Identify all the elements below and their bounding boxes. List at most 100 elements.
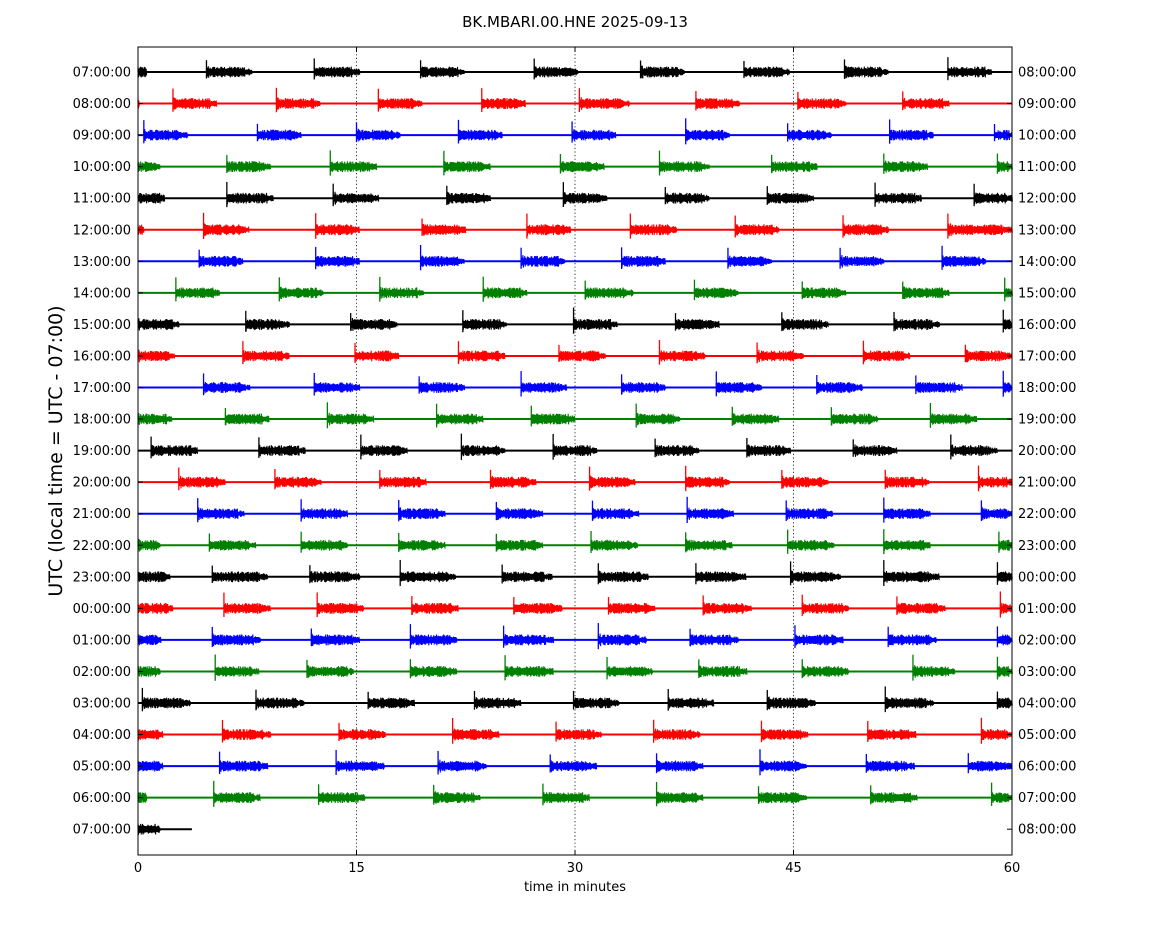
- trace-burst: [558, 350, 606, 362]
- left-tick-label: 00:00:00: [73, 602, 131, 617]
- trace-burst: [766, 192, 815, 204]
- trace-burst: [874, 192, 922, 204]
- trace-burst: [993, 129, 1013, 141]
- trace-burst: [205, 66, 253, 78]
- trace-burst: [437, 759, 487, 773]
- left-tick-label: 21:00:00: [73, 507, 131, 522]
- trace-burst: [533, 66, 579, 78]
- left-tick-label: 10:00:00: [73, 160, 131, 175]
- trace-burst: [203, 381, 251, 394]
- trace-burst: [208, 539, 257, 551]
- trace-burst: [245, 318, 290, 331]
- trace-burst: [503, 634, 555, 646]
- trace-burst: [571, 129, 617, 142]
- trace-burst: [137, 666, 161, 677]
- trace-burst: [255, 696, 305, 710]
- trace-burst: [591, 508, 640, 520]
- left-tick-label: 09:00:00: [73, 129, 131, 144]
- trace-row: [137, 749, 1013, 776]
- right-tick-label: 20:00:00: [1018, 444, 1076, 459]
- trace-burst: [329, 161, 378, 173]
- trace-row: [137, 181, 1013, 208]
- trace-burst: [794, 634, 844, 646]
- right-tick-label: 11:00:00: [1018, 160, 1076, 175]
- trace-burst: [656, 760, 704, 773]
- trace-burst: [211, 571, 269, 583]
- trace-burst: [137, 318, 180, 331]
- trace-burst: [883, 508, 931, 520]
- trace-burst: [504, 665, 554, 678]
- chart-title: BK.MBARI.00.HNE 2025-09-13: [462, 13, 688, 31]
- trace-burst: [420, 66, 465, 78]
- trace-burst: [842, 223, 890, 236]
- trace-burst: [137, 760, 164, 772]
- trace-burst: [137, 224, 145, 235]
- trace-burst: [862, 349, 911, 362]
- trace-burst: [685, 539, 733, 552]
- left-tick-label: 12:00:00: [73, 223, 131, 238]
- right-tick-label: 13:00:00: [1018, 223, 1076, 238]
- trace-burst: [436, 413, 484, 425]
- trace-burst: [589, 475, 636, 489]
- trace-burst: [226, 191, 274, 205]
- trace-burst: [542, 792, 590, 804]
- left-tick-label: 05:00:00: [73, 760, 131, 775]
- right-tick-label: 21:00:00: [1018, 476, 1076, 491]
- trace-burst: [501, 571, 553, 583]
- trace-burst: [520, 254, 566, 268]
- trace-burst: [664, 192, 710, 204]
- right-tick-label: 12:00:00: [1018, 192, 1076, 207]
- trace-burst: [446, 191, 492, 205]
- trace-burst: [621, 254, 666, 268]
- trace-burst: [457, 129, 503, 142]
- trace-burst: [258, 444, 306, 457]
- trace-burst: [197, 507, 245, 521]
- trace-burst: [137, 538, 161, 552]
- trace-burst: [597, 570, 649, 584]
- trace-burst: [354, 350, 400, 362]
- trace-burst: [980, 729, 1013, 741]
- trace-burst: [137, 349, 176, 363]
- trace-burst: [310, 633, 361, 647]
- trace-burst: [552, 444, 598, 457]
- trace-burst: [731, 413, 780, 425]
- trace-burst: [686, 507, 735, 520]
- trace-burst: [377, 97, 423, 110]
- trace-burst: [172, 97, 218, 110]
- trace-burst: [141, 696, 192, 710]
- x-tick-label: 60: [1004, 861, 1021, 876]
- trace-burst: [941, 255, 987, 268]
- trace-burst: [695, 98, 741, 109]
- trace-burst: [219, 760, 269, 772]
- trace-burst: [137, 823, 161, 836]
- trace-burst: [734, 223, 780, 237]
- trace-burst: [572, 697, 620, 709]
- trace-burst: [150, 444, 199, 457]
- trace-burst: [884, 697, 934, 709]
- trace-burst: [606, 666, 654, 677]
- trace-burst: [781, 318, 829, 331]
- trace-burst: [685, 129, 730, 142]
- trace-burst: [562, 192, 608, 205]
- left-tick-label: 17:00:00: [73, 381, 131, 396]
- trace-burst: [915, 382, 963, 393]
- trace-burst: [887, 634, 937, 646]
- trace-burst: [685, 476, 730, 488]
- trace-burst: [801, 287, 847, 299]
- left-tick-label: 07:00:00: [73, 66, 131, 81]
- trace-row: [137, 591, 1013, 618]
- trace-burst: [313, 382, 361, 393]
- trace-burst: [452, 728, 500, 741]
- trace-burst: [495, 507, 544, 521]
- trace-burst: [689, 633, 739, 647]
- trace-burst: [590, 539, 638, 551]
- trace-burst: [996, 697, 1013, 709]
- trace-burst: [870, 792, 918, 804]
- trace-burst: [865, 760, 916, 772]
- trace-burst: [198, 255, 244, 267]
- trace-burst: [549, 760, 598, 773]
- trace-row: [137, 717, 1013, 744]
- trace-burst: [315, 255, 360, 267]
- trace-rows: [137, 57, 1013, 836]
